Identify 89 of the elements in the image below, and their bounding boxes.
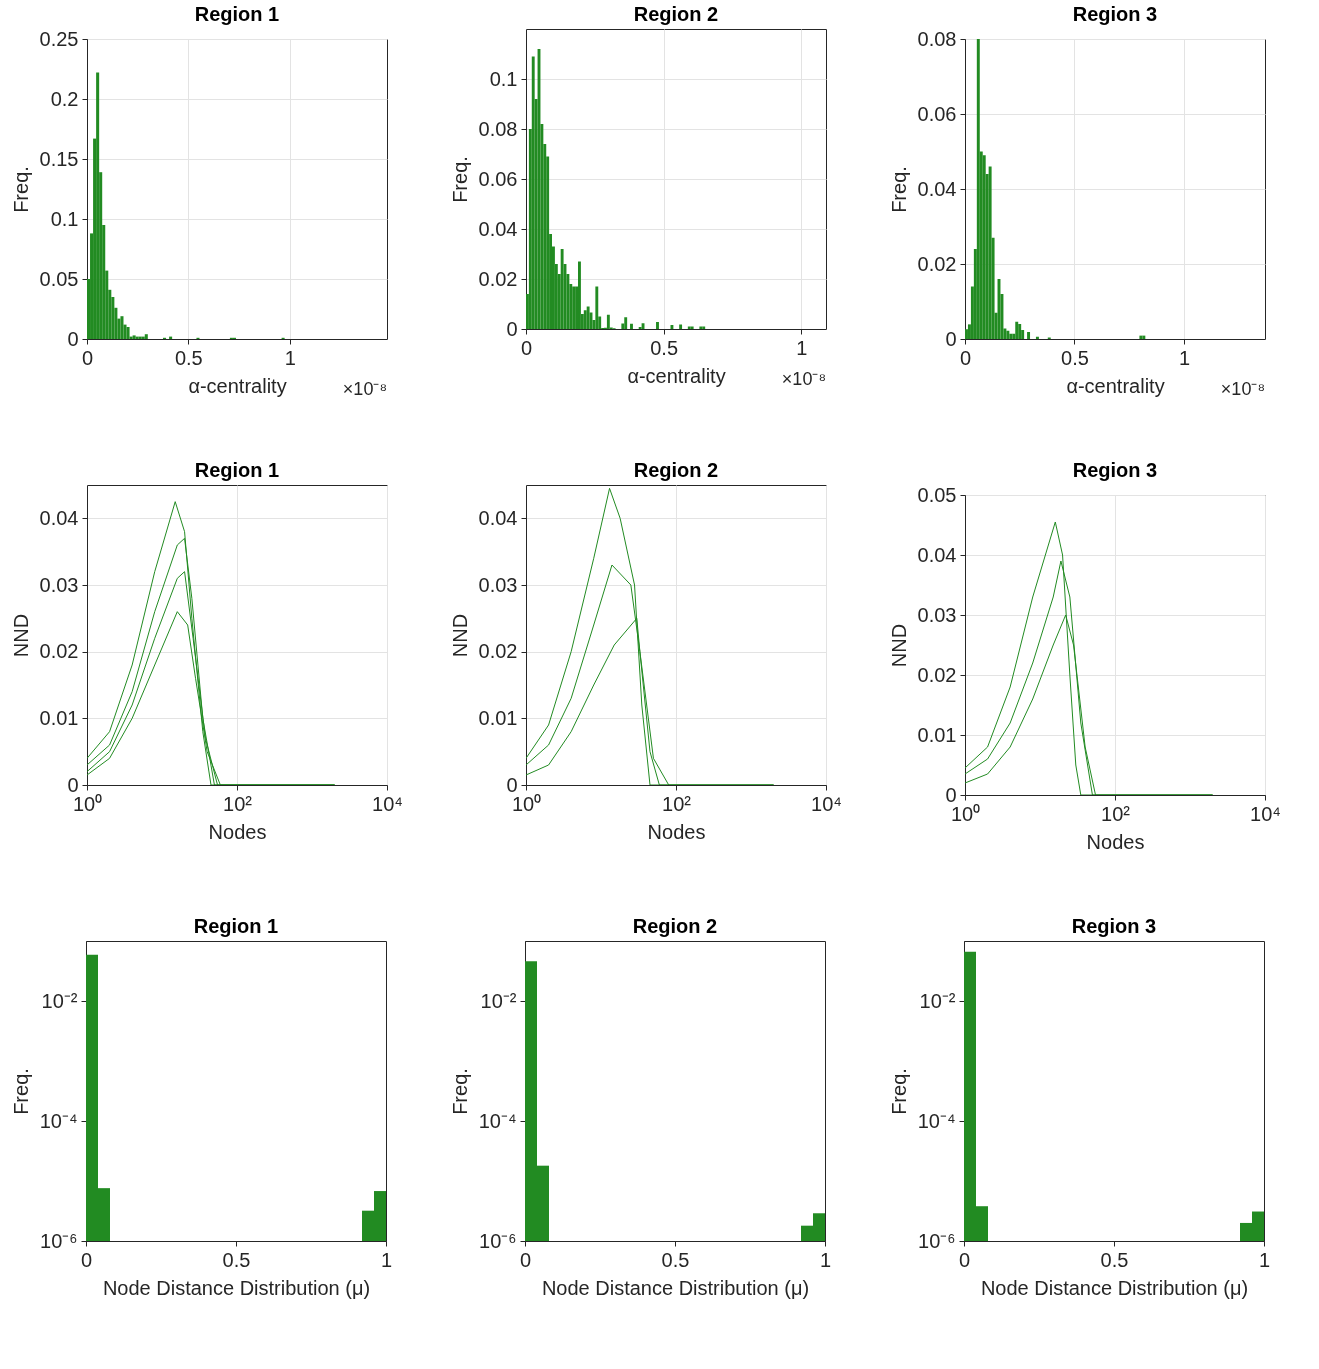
chart-title: Region 2 (632, 915, 718, 937)
x-tick-label: 0.5 (1061, 346, 1089, 369)
y-tick-label: 0.03 (39, 573, 79, 596)
x-tick-label: 10⁴ (811, 792, 842, 815)
x-tick-label: 1 (1258, 1248, 1271, 1271)
y-tick-label: 10⁻⁴ (917, 1109, 956, 1132)
x-tick-label: 0.5 (174, 346, 203, 369)
y-tick-label: 10⁻² (480, 989, 517, 1012)
y-axis-title: NND (448, 613, 471, 658)
x-tick-label: 10² (223, 792, 253, 815)
x-axis-title: Node Distance Distribution (μ) (980, 1276, 1249, 1299)
x-axis-title: α-centrality (188, 374, 287, 397)
x-tick-label: 0 (520, 336, 533, 359)
y-tick-label: 0.04 (478, 506, 518, 529)
y-axis-title: Freq. (448, 1068, 471, 1115)
y-tick-label: 0.2 (50, 87, 79, 110)
y-axis-title: NND (9, 613, 32, 658)
y-tick-label: 0.08 (917, 27, 957, 50)
x-axis-title: Nodes (647, 820, 706, 843)
y-tick-label: 0.08 (478, 117, 518, 140)
y-tick-label: 0.03 (917, 603, 957, 626)
chart-title: Region 3 (1071, 915, 1157, 937)
y-tick-label: 0.04 (917, 177, 957, 200)
y-tick-label: 0.03 (478, 573, 518, 596)
x-axis-title: Nodes (208, 820, 267, 843)
chart-title: Region 3 (1072, 459, 1158, 481)
chart-title: Region 1 (194, 3, 280, 25)
y-tick-label: 10⁻⁴ (478, 1109, 517, 1132)
x-tick-label: 1 (380, 1248, 393, 1271)
chart-title: Region 2 (633, 459, 719, 481)
y-tick-label: 0.05 (39, 267, 79, 290)
x-axis-title: α-centrality (627, 364, 726, 387)
y-tick-label: 0.1 (50, 207, 79, 230)
y-tick-label: 0.02 (39, 640, 79, 663)
y-tick-label: 10⁻⁶ (918, 1229, 956, 1252)
x-tick-label: 1 (284, 346, 296, 369)
chart-title: Region 1 (194, 459, 280, 481)
x-tick-label: 1 (819, 1248, 832, 1271)
x-tick-label: 0.5 (661, 1248, 690, 1271)
x-tick-label: 0.5 (1100, 1248, 1129, 1271)
x-tick-label: 10² (1101, 802, 1131, 825)
y-tick-label: 0.1 (489, 67, 518, 90)
y-tick-label: 0.25 (39, 27, 79, 50)
x-tick-label: 0.5 (650, 336, 679, 359)
y-tick-label: 0.02 (478, 640, 518, 663)
x-tick-label: 10⁰ (950, 802, 981, 825)
y-tick-label: 0.06 (917, 102, 957, 125)
x-axis-title: Nodes (1086, 830, 1145, 853)
x-tick-label: 1 (796, 336, 808, 359)
y-tick-label: 0 (506, 317, 518, 340)
x-axis-title: Node Distance Distribution (μ) (102, 1276, 371, 1299)
y-tick-label: 0.04 (478, 217, 518, 240)
y-axis-title: Freq. (9, 1068, 32, 1115)
y-tick-label: 10⁻⁴ (39, 1109, 78, 1132)
x-tick-label: 0.5 (222, 1248, 251, 1271)
y-axis-title: NND (887, 623, 910, 668)
y-tick-label: 0.02 (917, 252, 957, 275)
text: ×10⁻⁸ (781, 369, 826, 389)
text: ×10⁻⁸ (342, 379, 387, 399)
y-tick-label: 0.04 (917, 543, 957, 566)
y-tick-label: 0.02 (917, 663, 957, 686)
x-axis-title: α-centrality (1066, 374, 1165, 397)
y-tick-label: 0.01 (478, 706, 518, 729)
y-tick-label: 0.01 (39, 706, 79, 729)
chart-title: Region 1 (193, 915, 279, 937)
y-tick-label: 10⁻⁶ (479, 1229, 517, 1252)
y-axis-title: Freq. (9, 166, 32, 213)
text: ×10⁻⁸ (1220, 379, 1265, 399)
y-tick-label: 10⁻⁶ (40, 1229, 78, 1252)
x-tick-label: 1 (1178, 346, 1191, 369)
y-tick-label: 10⁻² (919, 989, 956, 1012)
y-tick-label: 0.01 (917, 723, 957, 746)
y-axis-title: Freq. (448, 156, 471, 203)
y-tick-label: 0.04 (39, 506, 79, 529)
y-axis-title: Freq. (887, 1068, 910, 1115)
x-tick-label: 10⁴ (1250, 802, 1281, 825)
x-tick-label: 10² (662, 792, 692, 815)
y-axis-title: Freq. (887, 166, 910, 213)
y-tick-label: 0.06 (478, 167, 518, 190)
chart-title: Region 3 (1072, 3, 1158, 25)
y-tick-label: 10⁻² (41, 989, 78, 1012)
x-tick-label: 0 (959, 346, 972, 369)
chart-title: Region 2 (633, 3, 719, 25)
y-tick-label: 0.05 (917, 483, 957, 506)
x-tick-label: 10⁴ (372, 792, 403, 815)
y-tick-label: 0.02 (478, 267, 518, 290)
x-axis-title: Node Distance Distribution (μ) (541, 1276, 810, 1299)
x-tick-label: 0 (81, 346, 94, 369)
y-tick-label: 0.15 (39, 147, 79, 170)
